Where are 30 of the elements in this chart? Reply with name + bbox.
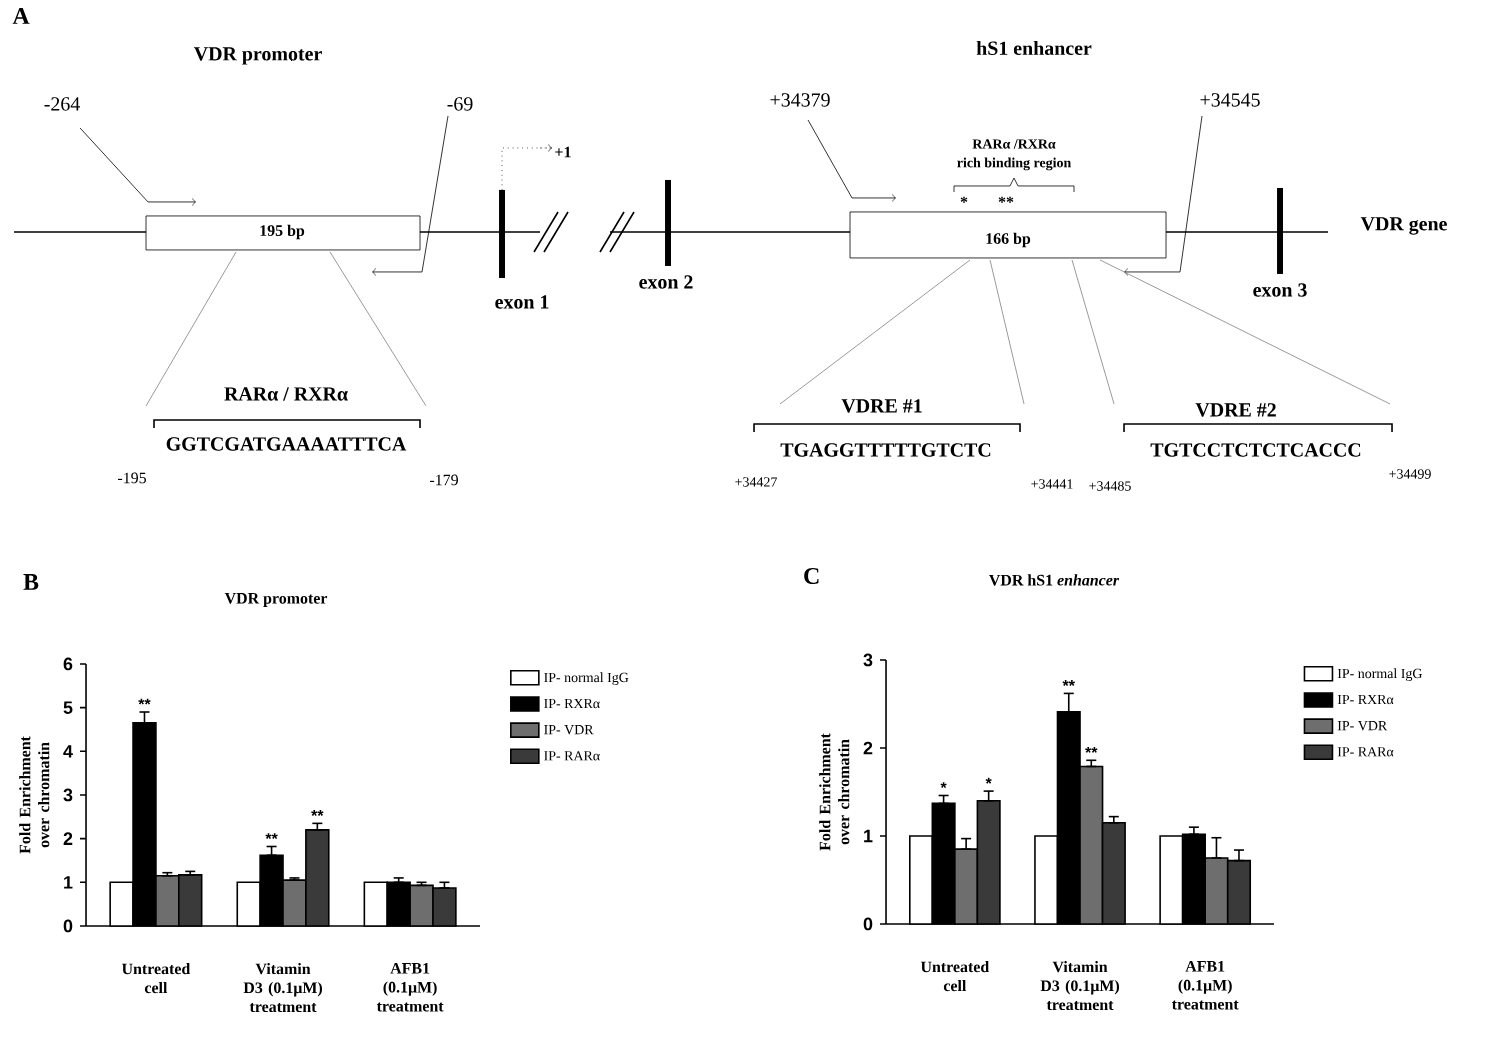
text: exon 1: [495, 295, 549, 309]
text: VDRE #1: [841, 399, 922, 413]
y-tick-label: 3: [863, 653, 873, 667]
text: +34545: [1200, 93, 1260, 107]
text: VDR gene: [1360, 217, 1447, 235]
text: A: [12, 8, 30, 24]
y-tick-label: 5: [63, 701, 73, 714]
y-tick-label: 2: [863, 741, 873, 755]
y-tick-label: 0: [63, 919, 73, 933]
y-tick-label: 1: [864, 829, 873, 843]
text: TGAGGTTTTTGTCTC: [780, 443, 991, 457]
text: RARα / RXRα: [224, 387, 348, 401]
text: hS1 enhancer: [976, 40, 1092, 55]
text: C: [804, 567, 819, 584]
y-tick-label: 1: [64, 876, 73, 889]
text: exon 2: [639, 275, 693, 289]
text: +34379: [770, 93, 830, 107]
y-tick-label: 3: [63, 788, 73, 802]
text: -264: [44, 97, 80, 111]
text: VDR promoter: [193, 47, 322, 65]
text: TGTCCTCTCTCACCC: [1150, 443, 1361, 457]
text: -69: [447, 97, 473, 111]
y-tick-label: 0: [863, 917, 873, 931]
text: exon 3: [1253, 283, 1307, 297]
y-tick-label: 2: [63, 832, 73, 845]
y-tick-label: 6: [63, 657, 73, 671]
text: B: [23, 574, 39, 590]
y-tick-label: 4: [63, 745, 73, 758]
text: GGTCGATGAAAATTTCA: [166, 437, 407, 451]
text: VDRE #2: [1195, 403, 1276, 417]
